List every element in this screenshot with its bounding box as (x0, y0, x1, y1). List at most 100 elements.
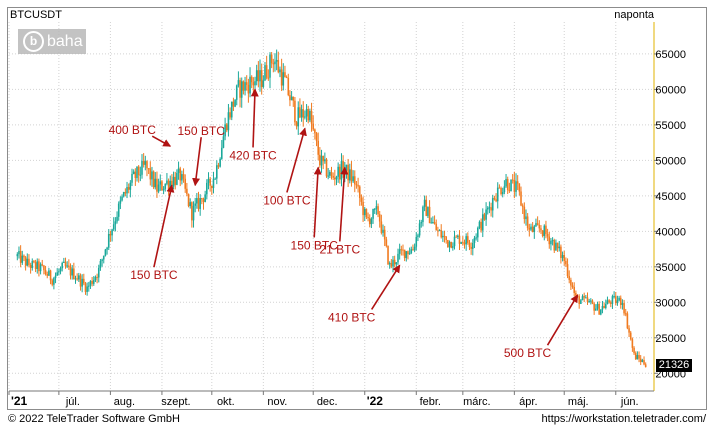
candle-body (541, 230, 544, 236)
y-tick-label: 60000 (655, 84, 686, 96)
candle-body (49, 270, 52, 281)
candle-body (432, 222, 434, 224)
candle-body (606, 300, 609, 305)
candle-body (102, 255, 105, 260)
candle-body (526, 216, 529, 229)
candle-body (111, 229, 113, 236)
candle-body (94, 276, 97, 281)
candle-body (279, 69, 281, 73)
candle-body (473, 237, 476, 243)
x-tick-label: jún. (620, 396, 639, 408)
y-tick-label: 30000 (655, 297, 686, 309)
candle-body (91, 280, 93, 284)
source-url[interactable]: https://workstation.teletrader.com/ (541, 413, 706, 425)
candle-body (186, 188, 188, 194)
candle-body (490, 207, 492, 211)
y-tick-label: 35000 (655, 262, 686, 274)
candle-body (59, 268, 62, 272)
candle-body (225, 124, 228, 131)
candle-body (440, 230, 443, 238)
candle-body (41, 264, 44, 266)
candle-body (255, 70, 258, 82)
baha-logo: b baha (18, 29, 86, 54)
candle-body (299, 107, 301, 118)
candle-body (481, 214, 484, 231)
candle-body (613, 296, 615, 298)
candle-body (375, 206, 378, 209)
candle-body (262, 80, 265, 87)
annotation-arrow (546, 294, 579, 346)
candle-body (425, 199, 428, 216)
candle-body (530, 226, 532, 230)
candle-body (149, 168, 152, 180)
candle-body (257, 70, 260, 82)
candle-body (420, 222, 423, 224)
candle-body (608, 300, 610, 303)
candle-body (393, 259, 396, 265)
x-tick-label: szept. (161, 396, 190, 408)
candle-body (561, 254, 564, 259)
candle-body (614, 296, 617, 304)
candle-body (300, 109, 303, 118)
symbol-label: BTCUSDT (10, 9, 62, 21)
candle-body (621, 303, 624, 305)
candle-body (315, 133, 318, 141)
candle-body (176, 172, 178, 185)
candle-body (442, 235, 444, 238)
candle-body (609, 302, 612, 304)
candle-body (588, 301, 590, 303)
candle-body (571, 285, 574, 287)
x-tick-label: dec. (317, 396, 338, 408)
candle-body (237, 80, 240, 86)
candle-body (280, 69, 283, 86)
candle-body (558, 246, 561, 249)
candle-body (555, 242, 557, 251)
candle-body (29, 265, 32, 268)
candle-body (634, 353, 637, 360)
candle-body (197, 198, 200, 209)
candle-body (275, 60, 278, 62)
candle-body (132, 171, 135, 174)
candle-body (68, 265, 70, 267)
candle-body (269, 54, 271, 78)
candle-body (33, 261, 35, 263)
candle-body (382, 229, 384, 233)
candle-body (217, 165, 220, 167)
candle-body (84, 283, 87, 292)
candle-body (117, 203, 120, 217)
annotation-label: 420 BTC (229, 148, 277, 162)
candle-body (214, 178, 216, 180)
candle-body (633, 347, 635, 354)
candle-body (199, 198, 201, 209)
candle-body (86, 286, 88, 292)
candle-body (447, 239, 449, 248)
candle-body (124, 192, 127, 194)
candle-body (540, 228, 542, 231)
candle-body (483, 214, 486, 220)
candle-body (525, 216, 527, 220)
candle-series (16, 49, 647, 368)
candle-body (39, 264, 42, 272)
candle-body (310, 110, 313, 124)
chart-frame (7, 7, 707, 410)
annotation-label: 410 BTC (328, 310, 376, 324)
candle-body (410, 249, 413, 254)
candle-body (317, 140, 320, 155)
interval-label[interactable]: naponta (614, 9, 654, 21)
candle-body (97, 267, 100, 278)
x-tick-label: máj. (568, 396, 589, 408)
candle-body (184, 178, 187, 189)
candle-body (171, 180, 173, 187)
candle-body (520, 191, 522, 206)
candle-body (445, 236, 448, 240)
candle-body (259, 70, 261, 82)
candle-body (556, 242, 559, 249)
candle-body (294, 100, 296, 123)
candle-body (69, 266, 72, 276)
candle-body (81, 278, 83, 287)
candle-body (604, 304, 607, 308)
candle-body (372, 209, 374, 219)
candle-body (508, 189, 511, 192)
candle-body (234, 99, 236, 107)
